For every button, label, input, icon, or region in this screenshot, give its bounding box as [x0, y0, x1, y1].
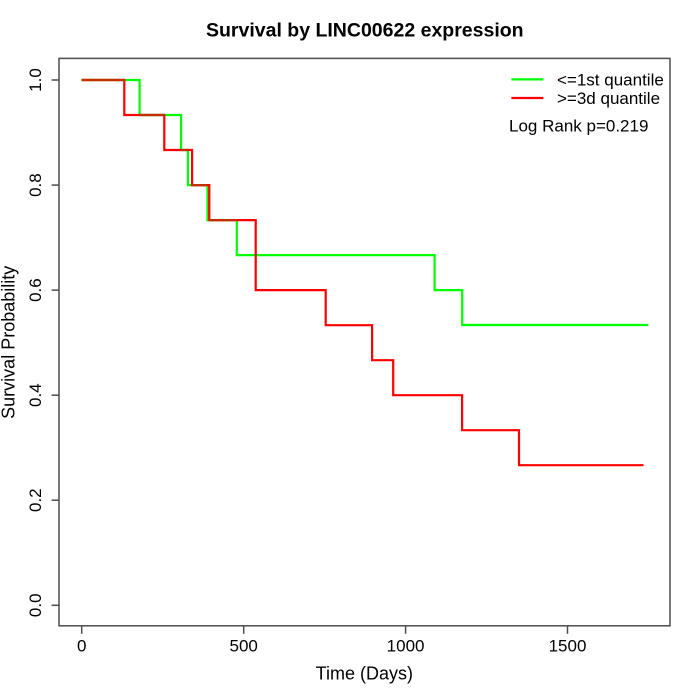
svg-text:0.4: 0.4	[26, 383, 45, 407]
svg-text:1500: 1500	[549, 637, 587, 656]
svg-text:0.8: 0.8	[26, 173, 45, 197]
svg-text:Log Rank p=0.219: Log Rank p=0.219	[509, 117, 648, 136]
svg-text:Survival Probability: Survival Probability	[0, 266, 19, 419]
svg-text:1.0: 1.0	[26, 68, 45, 92]
svg-text:500: 500	[230, 637, 258, 656]
svg-text:1000: 1000	[387, 637, 425, 656]
svg-text:0.0: 0.0	[26, 593, 45, 617]
svg-text:0.2: 0.2	[26, 488, 45, 512]
svg-text:Time (Days): Time (Days)	[316, 664, 413, 684]
svg-text:0: 0	[77, 637, 86, 656]
svg-text:Survival by LINC00622 expressi: Survival by LINC00622 expression	[206, 20, 524, 42]
svg-text:>=3d quantile: >=3d quantile	[557, 89, 660, 108]
svg-text:0.6: 0.6	[26, 278, 45, 302]
svg-text:<=1st quantile: <=1st quantile	[557, 71, 664, 90]
